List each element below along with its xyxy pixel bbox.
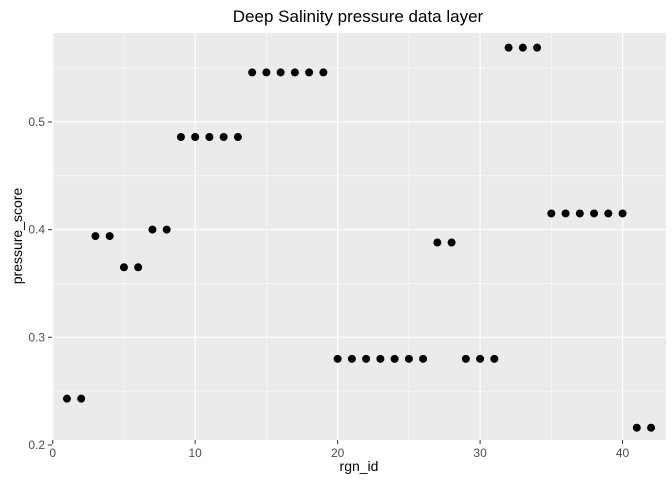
data-point [333, 354, 342, 363]
data-point [105, 232, 114, 241]
data-point [290, 68, 299, 77]
data-point [119, 263, 128, 272]
data-point [62, 394, 71, 403]
x-tick-label: 10 [188, 446, 202, 460]
data-point [419, 354, 428, 363]
y-axis-title: pressure_score [9, 188, 25, 285]
data-point [490, 354, 499, 363]
y-tick-label: 0.2 [28, 438, 45, 452]
data-point [276, 68, 285, 77]
data-point [148, 225, 157, 234]
data-point [362, 354, 371, 363]
minor-gridlines [52, 33, 666, 440]
data-point [248, 68, 257, 77]
x-tick-label: 20 [331, 446, 345, 460]
data-point [219, 133, 228, 142]
data-point [590, 209, 599, 218]
data-point [205, 133, 214, 142]
data-point [176, 133, 185, 142]
data-point [191, 133, 200, 142]
data-point [319, 68, 328, 77]
data-point [504, 43, 513, 52]
y-tick-label: 0.4 [28, 223, 45, 237]
chart-title: Deep Salinity pressure data layer [233, 7, 484, 26]
axis-ticks [48, 121, 624, 446]
data-point [91, 232, 100, 241]
data-points [62, 43, 656, 432]
plot-background [52, 33, 666, 440]
data-point [547, 209, 556, 218]
data-point [162, 225, 171, 234]
data-point [461, 354, 470, 363]
data-point [476, 354, 485, 363]
data-point [376, 354, 385, 363]
major-gridlines [52, 33, 666, 446]
x-tick-label: 40 [616, 446, 630, 460]
data-point [604, 209, 613, 218]
data-point [262, 68, 271, 77]
data-point [233, 133, 242, 142]
data-point [134, 263, 143, 272]
data-point [533, 43, 542, 52]
data-point [647, 423, 656, 432]
data-point [575, 209, 584, 218]
x-tick-label: 0 [49, 446, 56, 460]
data-point [404, 354, 413, 363]
data-point [77, 394, 86, 403]
y-tick-label: 0.3 [28, 330, 45, 344]
x-tick-label: 30 [473, 446, 487, 460]
data-point [518, 43, 527, 52]
data-point [632, 423, 641, 432]
data-point [347, 354, 356, 363]
tick-labels: 0 10 20 30 40 0.2 0.3 0.4 0.5 [28, 115, 629, 460]
x-axis-title: rgn_id [340, 458, 379, 474]
data-point [618, 209, 627, 218]
y-tick-label: 0.5 [28, 115, 45, 129]
data-point [390, 354, 399, 363]
data-point [433, 238, 442, 247]
data-point [447, 238, 456, 247]
data-point [561, 209, 570, 218]
data-point [305, 68, 314, 77]
